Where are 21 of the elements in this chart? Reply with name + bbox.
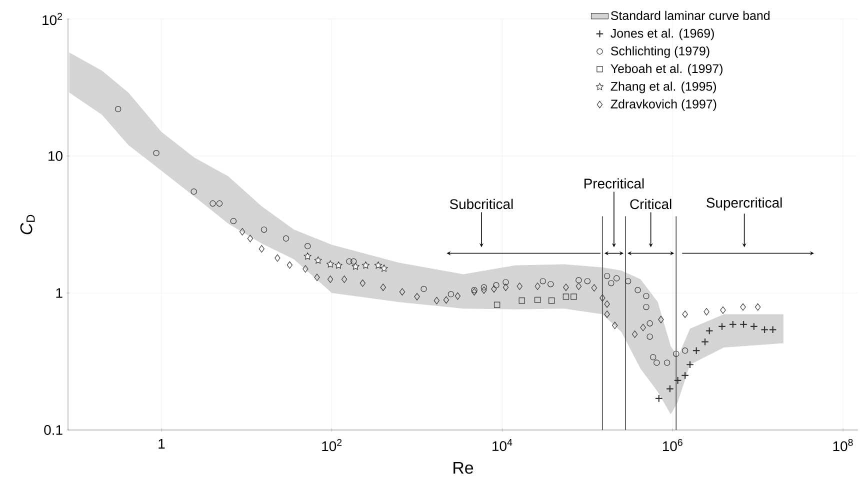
legend-label: Zdravkovich (1997) <box>610 99 716 111</box>
legend-label: Yeboah et al. (1997) <box>610 64 722 76</box>
x-axis-title: Re <box>454 462 474 474</box>
x-tick-label: 10$^{4}$ <box>492 439 512 452</box>
annotation: Subcritical <box>450 198 513 210</box>
x-tick-label: 10$^{6}$ <box>662 439 682 452</box>
y-axis-title: C$_{D}$ <box>20 214 35 234</box>
annotation: Critical <box>630 198 672 210</box>
y-tick-label: 10$^{2}$ <box>42 12 62 26</box>
y-tick-label: 10 <box>48 151 62 161</box>
x-tick-label: 10$^{8}$ <box>833 439 853 452</box>
legend-label: Schlichting (1979) <box>610 46 710 58</box>
y-tick-label: 0.1 <box>44 425 62 435</box>
legend-label: Jones et al. (1969) <box>610 28 714 40</box>
annotation: Precritical <box>584 178 644 189</box>
y-tick-label: 1 <box>56 288 62 298</box>
x-tick-label: 10$^{2}$ <box>322 439 342 452</box>
legend-label: Standard laminar curve band <box>610 10 770 20</box>
x-tick-label: 1 <box>158 439 165 449</box>
annotation: Supercritical <box>706 197 782 210</box>
legend-label: Zhang et al. (1995) <box>610 82 716 94</box>
